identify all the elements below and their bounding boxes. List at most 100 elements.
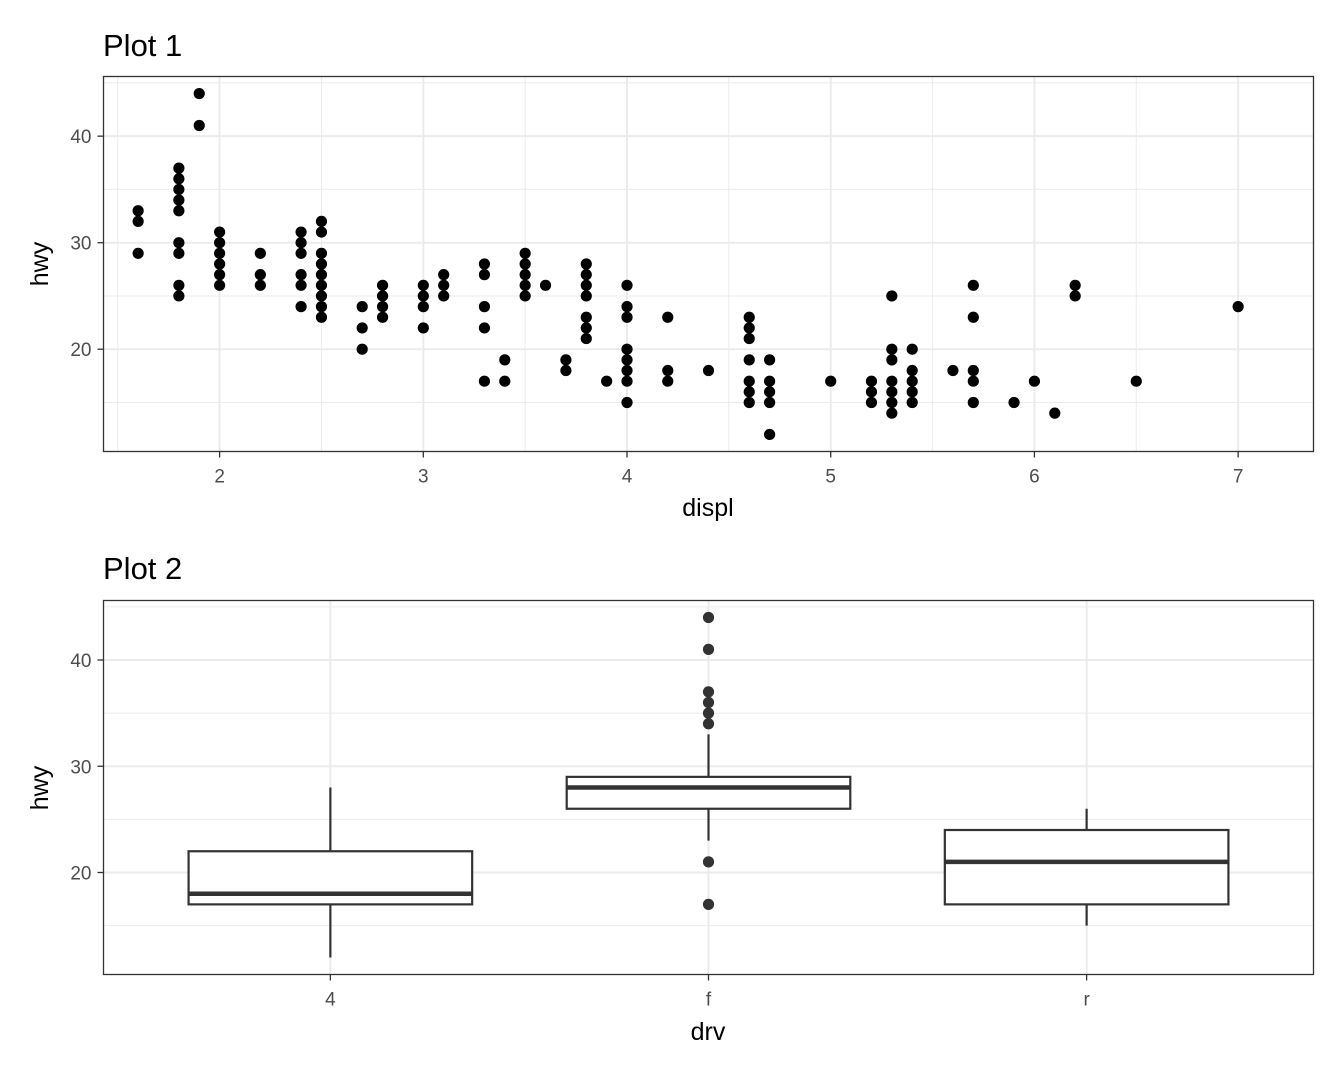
plot-1-x-tick-label: 7 [1233,467,1244,488]
scatter-point [764,375,776,387]
outlier-point [702,856,715,868]
scatter-point [906,386,918,398]
scatter-point [376,311,389,323]
scatter-point [967,375,979,387]
scatter-point [886,354,898,366]
scatter-point [173,162,185,174]
scatter-point [1232,301,1244,313]
scatter-point [254,247,266,259]
scatter-point [376,301,389,313]
outlier-point [702,643,715,655]
scatter-point [132,205,144,217]
scatter-point [315,269,328,281]
box-iqr [565,775,852,810]
outlier-point [702,707,715,719]
plot-1-x-tick-label: 3 [418,467,429,488]
box-r [943,808,1230,926]
outlier-point [702,686,715,698]
scatter-point [886,375,898,387]
scatter-point [417,290,429,302]
scatter-point [315,258,328,270]
scatter-point [295,247,307,259]
plot-2-y-tick-label: 40 [70,651,91,672]
scatter-point [214,279,226,291]
scatter-point [356,301,368,313]
plot-1-panel-background [103,76,1314,452]
plot-1-y-axis-label: hwy [26,241,54,286]
scatter-point [662,375,674,387]
scatter-point [580,322,592,334]
scatter-point [580,290,592,302]
scatter-point [886,396,898,409]
scatter-point [214,258,226,270]
scatter-point [478,258,491,270]
scatter-point [1130,375,1142,387]
plot-1-x-tick-label: 2 [214,467,225,488]
box-iqr [187,850,474,906]
box-f [565,611,852,910]
plot-2-boxes [187,611,1230,958]
plot-1-x-tick-label: 6 [1029,467,1040,488]
scatter-point [499,375,511,387]
scatter-point [702,364,715,377]
plot-1-x-tick-label: 4 [622,467,633,488]
scatter-point [132,215,144,227]
scatter-point [967,311,979,323]
scatter-point [173,173,185,185]
outlier-point [702,611,715,624]
plot-2-y-tick-label: 30 [70,757,91,778]
scatter-point [478,322,491,334]
scatter-point [214,237,226,249]
plot-2-x-tick-label: r [1083,990,1090,1011]
plot-2-x-tick-label: 4 [325,990,336,1011]
scatter-point [621,364,633,377]
scatter-point [214,269,226,281]
scatter-point [356,343,368,355]
scatter-point [947,364,959,377]
scatter-point [254,269,266,281]
scatter-point [865,396,878,409]
scatter-point [580,258,592,270]
scatter-point [295,237,307,249]
scatter-point [886,290,898,302]
scatter-point [173,247,185,259]
scatter-point [1049,407,1061,419]
scatter-point [438,279,450,291]
scatter-point [906,343,918,355]
scatter-point [519,258,531,270]
scatter-point [417,322,429,334]
plot-1-panel-border [102,75,1315,453]
scatter-point [173,290,185,302]
scatter-point [621,311,633,323]
box-iqr [943,828,1230,906]
scatter-point [906,364,918,377]
scatter-point [132,247,144,259]
box-4 [187,787,474,958]
scatter-point [315,301,328,313]
plot-2-title: Plot 2 [103,551,182,586]
scatter-point [214,226,226,238]
outlier-point [702,898,715,910]
scatter-point [764,396,776,409]
scatter-point [376,290,389,302]
scatter-point [967,279,979,291]
scatter-point [478,269,491,281]
scatter-point [743,375,755,387]
scatter-point [886,386,898,398]
plot-1-y-ticks: 20 30 40 [70,127,104,361]
scatter-point [560,354,572,366]
scatter-point [295,279,307,291]
scatter-point [254,279,266,291]
scatter-point [173,183,185,196]
scatter-point [193,87,205,100]
plot-1-x-axis-label: displ [682,494,733,522]
scatter-point [743,311,755,323]
scatter-point [886,407,898,419]
scatter-point [621,375,633,387]
scatter-point [315,290,328,302]
scatter-point [173,205,185,217]
scatter-point [478,301,491,313]
scatter-point [1028,375,1041,387]
plot-1-y-tick-label: 20 [70,340,91,361]
